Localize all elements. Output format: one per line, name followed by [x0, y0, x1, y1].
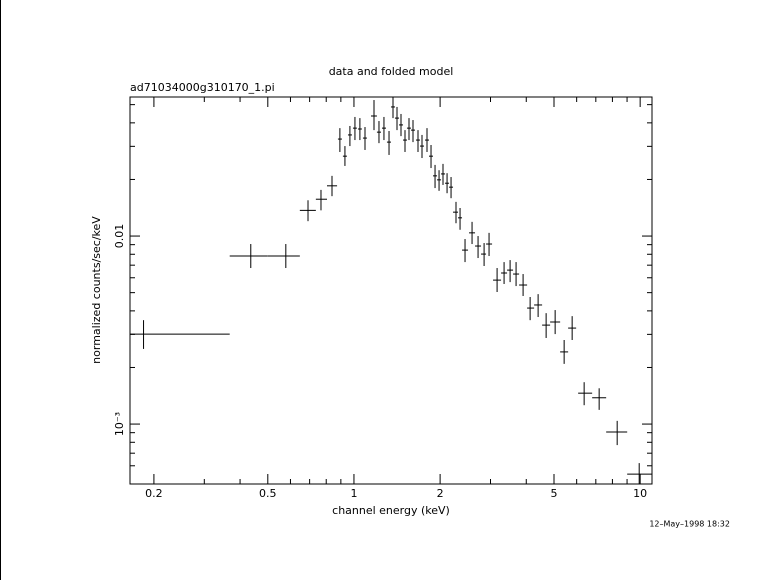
x-tick-label: 0.2: [145, 487, 163, 500]
chart-subtitle: ad71034000g310170_1.pi: [130, 81, 275, 94]
x-tick-label: 5: [550, 487, 557, 500]
plot-frame: [129, 96, 653, 485]
x-tick-label: 2: [437, 487, 444, 500]
timestamp: 12–May–1998 18:32: [649, 520, 730, 529]
chart-title: data and folded model: [329, 65, 454, 78]
y-tick-label: 10⁻³: [113, 412, 126, 436]
y-axis-label: normalized counts/sec/keV: [90, 216, 103, 364]
x-tick-label: 0.5: [259, 487, 277, 500]
x-tick-label: 1: [350, 487, 357, 500]
x-axis-label: channel energy (keV): [332, 504, 450, 517]
x-tick-label: 10: [633, 487, 647, 500]
y-tick-label: 0.01: [113, 224, 126, 249]
